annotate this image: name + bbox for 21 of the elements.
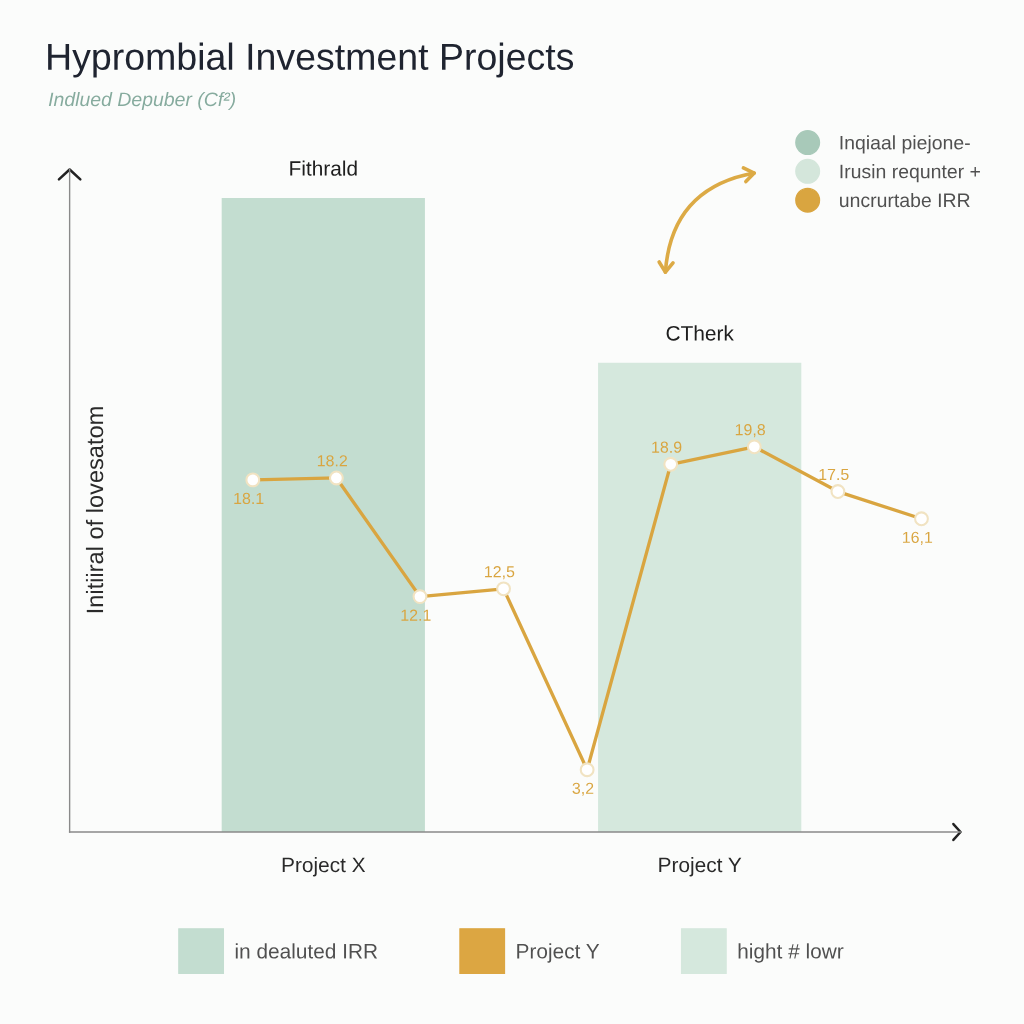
data-label: 18.1 xyxy=(234,492,264,505)
x-tick-label: Project X xyxy=(282,857,366,877)
data-label: 12,5 xyxy=(485,566,515,580)
data-label: 3,2 xyxy=(572,782,594,796)
data-label: 17.5 xyxy=(819,468,849,481)
legend-label: in dealuted IRR xyxy=(235,943,378,959)
legend-label: Inqiaal piejone- xyxy=(840,135,970,154)
legend-label: Irusin requnter + xyxy=(840,164,980,183)
data-label: 16,1 xyxy=(902,531,933,545)
data-label: 19,8 xyxy=(735,424,765,438)
legend-label: Project Y xyxy=(517,943,600,963)
annotation: CTherk xyxy=(666,325,734,341)
data-label: 12.1 xyxy=(401,609,431,621)
data-label: 18.9 xyxy=(652,441,682,453)
annotation: Fithrald xyxy=(290,160,357,176)
legend-label: uncrurtabe IRR xyxy=(840,192,970,208)
chart-title: Hyprombial Investment Projects xyxy=(48,42,574,78)
data-label: 18.2 xyxy=(317,455,347,467)
chart-subtitle: Indlued Depuber (Cf²) xyxy=(48,91,236,111)
y-axis-title: Initiiral of lovesatom xyxy=(85,407,104,613)
legend-label: hight # lowr xyxy=(738,943,844,963)
